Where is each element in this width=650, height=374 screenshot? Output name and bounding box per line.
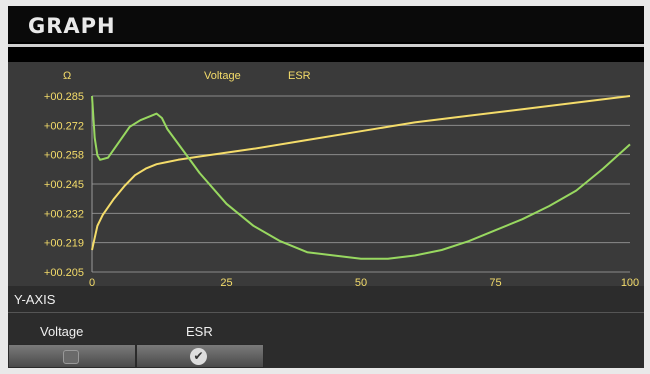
- y-axis-unit-label: Ω: [63, 70, 71, 82]
- y-axis-panel: Y-AXIS Voltage ESR ✔: [8, 286, 644, 368]
- graph-chart: +00.205 +00.219 +00.232 +00.245 +00.258 +00.2…: [44, 70, 639, 286]
- legend-voltage: Voltage: [204, 70, 241, 82]
- voltage-option-label: Voltage: [40, 324, 84, 339]
- esr-option-label: ESR: [186, 324, 213, 339]
- y-axis-divider: [8, 312, 644, 313]
- y-tick-label: +00.285: [44, 91, 84, 103]
- header-divider: [8, 44, 644, 47]
- y-tick-label: +00.219: [44, 238, 84, 250]
- esr-toggle-button[interactable]: ✔: [136, 344, 264, 368]
- graph-panel: +00.205 +00.219 +00.232 +00.245 +00.258 +00.2…: [8, 62, 644, 286]
- y-tick-label: +00.232: [44, 208, 84, 220]
- y-tick-label: +00.245: [44, 179, 84, 191]
- x-tick-label: 25: [220, 277, 232, 286]
- y-tick-label: +00.272: [44, 120, 84, 132]
- legend-esr: ESR: [288, 70, 311, 82]
- x-tick-label: 0: [89, 277, 95, 286]
- screen-header: GRAPH: [8, 6, 644, 47]
- series-line-voltage: [91, 95, 631, 251]
- page-title: GRAPH: [28, 14, 116, 38]
- x-tick-label: 75: [489, 277, 501, 286]
- voltage-toggle-button[interactable]: [8, 344, 136, 368]
- instrument-screen: GRAPH +00.205 +00.219 +00.232 +00.245 +00.25…: [8, 6, 644, 368]
- x-tick-label: 50: [355, 277, 367, 286]
- checkbox-unchecked-icon: [63, 350, 79, 364]
- y-tick-label: +00.205: [44, 267, 84, 279]
- x-tick-label: 100: [621, 277, 639, 286]
- y-tick-label: +00.258: [44, 150, 84, 162]
- series-line-esr: [91, 95, 631, 260]
- y-axis-title: Y-AXIS: [14, 292, 56, 307]
- checkmark-icon: ✔: [190, 348, 207, 365]
